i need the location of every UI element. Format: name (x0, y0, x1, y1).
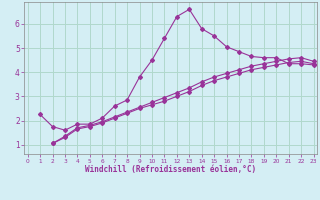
X-axis label: Windchill (Refroidissement éolien,°C): Windchill (Refroidissement éolien,°C) (85, 165, 256, 174)
